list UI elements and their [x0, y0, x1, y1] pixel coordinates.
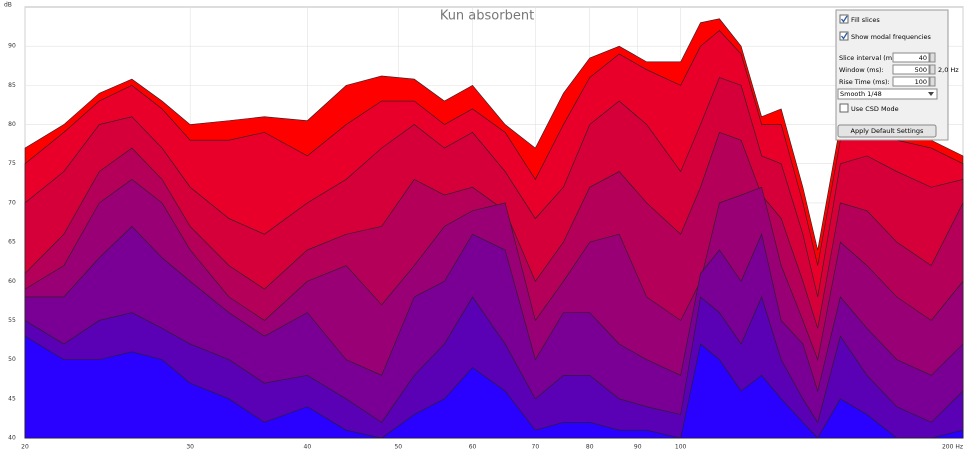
panel-bg [835, 9, 949, 141]
y-axis-label: dB [4, 2, 12, 9]
x-tick-label: 30 [186, 444, 194, 451]
y-tick-label: 65 [8, 239, 16, 246]
y-tick-label: 80 [8, 121, 16, 128]
number-input[interactable] [892, 76, 930, 87]
smoothing-select[interactable] [837, 88, 938, 100]
y-tick-label: 60 [8, 278, 16, 285]
field-label: Slice interval (ms): [839, 54, 900, 62]
field-label: Window (ms): [839, 66, 884, 74]
checkbox-label: Fill slices [851, 16, 880, 24]
x-tick-label: 60 [469, 444, 477, 451]
x-tick-label: 80 [586, 444, 594, 451]
x-tick-label: 50 [394, 444, 402, 451]
field-label: Rise Time (ms): [839, 78, 890, 86]
x-tick-label: 20 [21, 444, 29, 451]
select-value: Smooth 1/48 [840, 90, 882, 98]
input-value: 100 [915, 78, 927, 86]
y-tick-label: 85 [8, 82, 16, 89]
y-tick-label: 40 [8, 435, 16, 442]
y-tick-label: 75 [8, 160, 16, 167]
number-input[interactable] [892, 52, 930, 63]
apply-button[interactable] [837, 124, 937, 138]
x-tick-label: 200 Hz [942, 444, 963, 451]
csd-mode-checkbox[interactable] [839, 103, 849, 113]
chart-title: Kun absorbent [440, 9, 534, 24]
resolution-note: 2,0 Hz [938, 66, 959, 74]
show-modal-checkbox[interactable] [839, 31, 849, 41]
checkbox-label: Show modal frequencies [851, 33, 931, 41]
x-tick-label: 90 [634, 444, 642, 451]
plot-area: 40 45 50 55 60 65 70 75 80 85 90 20 30 40 50 60 70 80 90 10… [8, 6, 964, 451]
spinners[interactable] [929, 52, 936, 87]
x-tick-label: 40 [304, 444, 312, 451]
y-tick-label: 55 [8, 317, 16, 324]
y-tick-label: 90 [8, 43, 16, 50]
input-value: 500 [915, 66, 927, 74]
dropdown-arrow [928, 92, 934, 96]
fill-slices-checkbox[interactable] [839, 14, 849, 24]
button-label: Apply Default Settings [851, 127, 925, 135]
y-tick-label: 70 [8, 199, 16, 206]
checkbox-label: Use CSD Mode [851, 105, 899, 113]
number-input[interactable] [892, 64, 930, 75]
y-tick-label: 45 [8, 395, 16, 402]
settings-panel: Fill slices Show modal frequencies Slice… [835, 9, 959, 141]
slice [24, 335, 964, 439]
x-tick-label: 70 [532, 444, 540, 451]
x-tick-label: 100 [675, 444, 687, 451]
input-value: 40 [919, 54, 927, 62]
y-tick-label: 50 [8, 356, 16, 363]
